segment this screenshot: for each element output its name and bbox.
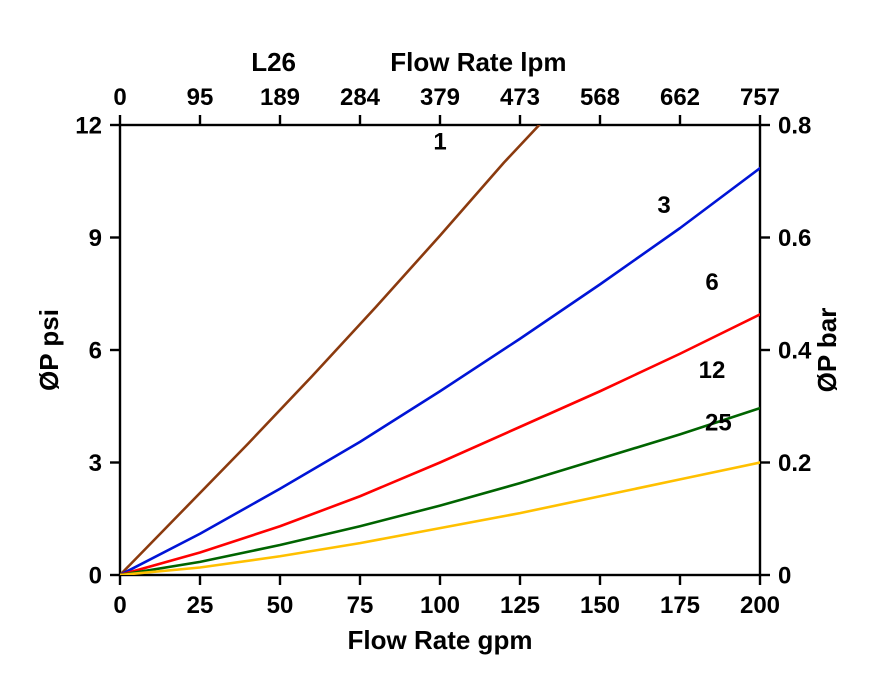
x-bottom-tick-label: 25 — [187, 592, 214, 619]
y-left-tick-label: 9 — [89, 225, 102, 252]
x-bottom-tick-label: 75 — [347, 592, 374, 619]
x-top-tick-label: 0 — [113, 84, 126, 111]
x-bottom-tick-label: 200 — [740, 592, 780, 619]
y-right-tick-label: 0 — [778, 562, 791, 589]
chart-model-label: L26 — [251, 47, 296, 77]
y-left-tick-label: 12 — [75, 112, 102, 139]
x-bottom-tick-label: 0 — [113, 592, 126, 619]
series-label-3: 3 — [657, 192, 670, 219]
x-top-axis-label: Flow Rate lpm — [390, 47, 566, 77]
x-top-tick-label: 568 — [580, 84, 620, 111]
x-top-tick-label: 662 — [660, 84, 700, 111]
y-left-tick-label: 3 — [89, 450, 102, 477]
y-left-axis-label: ØP psi — [34, 309, 64, 391]
y-right-tick-label: 0.4 — [778, 337, 812, 364]
flow-rate-chart: 0255075100125150175200Flow Rate gpm09518… — [0, 0, 878, 694]
y-right-tick-label: 0.2 — [778, 450, 811, 477]
series-label-6: 6 — [705, 269, 718, 296]
x-bottom-tick-label: 125 — [500, 592, 540, 619]
x-top-tick-label: 757 — [740, 84, 780, 111]
x-top-tick-label: 189 — [260, 84, 300, 111]
x-bottom-axis-label: Flow Rate gpm — [348, 625, 533, 655]
y-left-tick-label: 6 — [89, 337, 102, 364]
x-top-tick-label: 379 — [420, 84, 460, 111]
y-left-tick-label: 0 — [89, 562, 102, 589]
y-right-tick-label: 0.6 — [778, 225, 811, 252]
x-bottom-tick-label: 175 — [660, 592, 700, 619]
series-label-1: 1 — [433, 128, 446, 155]
x-top-tick-label: 95 — [187, 84, 214, 111]
x-bottom-tick-label: 150 — [580, 592, 620, 619]
x-bottom-tick-label: 50 — [267, 592, 294, 619]
chart-container: 0255075100125150175200Flow Rate gpm09518… — [0, 0, 878, 694]
series-label-25: 25 — [705, 410, 732, 437]
y-right-tick-label: 0.8 — [778, 112, 811, 139]
x-bottom-tick-label: 100 — [420, 592, 460, 619]
series-label-12: 12 — [699, 357, 726, 384]
x-top-tick-label: 473 — [500, 84, 540, 111]
x-top-tick-label: 284 — [340, 84, 381, 111]
y-right-axis-label: ØP bar — [812, 308, 842, 393]
